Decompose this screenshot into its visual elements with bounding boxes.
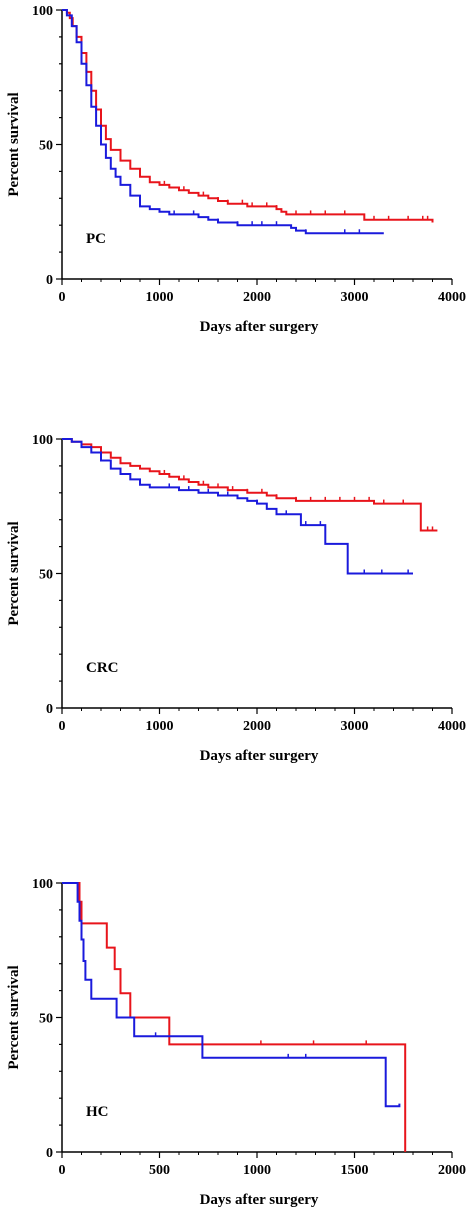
x-tick-label: 2000 xyxy=(243,719,271,734)
x-tick-label: 3000 xyxy=(341,290,369,305)
x-tick-label: 3000 xyxy=(341,719,369,734)
x-axis-title: Days after surgery xyxy=(200,1192,319,1208)
x-tick-label: 1000 xyxy=(146,719,174,734)
y-axis-title: Percent survival xyxy=(6,92,22,196)
survival-curve-red xyxy=(62,438,438,532)
y-tick-label: 50 xyxy=(39,1012,53,1027)
y-tick-label: 100 xyxy=(32,4,53,19)
y-tick-label: 50 xyxy=(39,568,53,583)
y-tick-label: 0 xyxy=(46,273,53,288)
survival-curve-red xyxy=(62,882,407,1152)
y-tick-label: 0 xyxy=(46,702,53,717)
x-tick-label: 2000 xyxy=(243,290,271,305)
x-axis-title: Days after surgery xyxy=(200,748,319,764)
y-axis-title: Percent survival xyxy=(6,965,22,1069)
x-tick-label: 1500 xyxy=(341,1163,369,1178)
panel-label: PC xyxy=(86,231,106,247)
panel-label: HC xyxy=(86,1104,109,1120)
x-tick-label: 1000 xyxy=(243,1163,271,1178)
x-tick-label: 0 xyxy=(59,719,66,734)
x-tick-label: 0 xyxy=(59,290,66,305)
x-tick-label: 0 xyxy=(59,1163,66,1178)
y-axis-title: Percent survival xyxy=(6,521,22,625)
panel-label: CRC xyxy=(86,660,119,676)
x-tick-label: 2000 xyxy=(438,1163,466,1178)
survival-curve-blue xyxy=(62,9,384,235)
y-tick-label: 50 xyxy=(39,139,53,154)
y-tick-label: 100 xyxy=(32,433,53,448)
y-tick-label: 100 xyxy=(32,877,53,892)
x-tick-label: 500 xyxy=(149,1163,170,1178)
x-tick-label: 4000 xyxy=(438,290,466,305)
x-axis-title: Days after surgery xyxy=(200,319,319,335)
survival-curve-blue xyxy=(62,882,401,1108)
survival-curve-blue xyxy=(62,438,413,575)
y-tick-label: 0 xyxy=(46,1146,53,1161)
x-tick-label: 1000 xyxy=(146,290,174,305)
x-tick-label: 4000 xyxy=(438,719,466,734)
survival-curve-red xyxy=(62,9,434,223)
